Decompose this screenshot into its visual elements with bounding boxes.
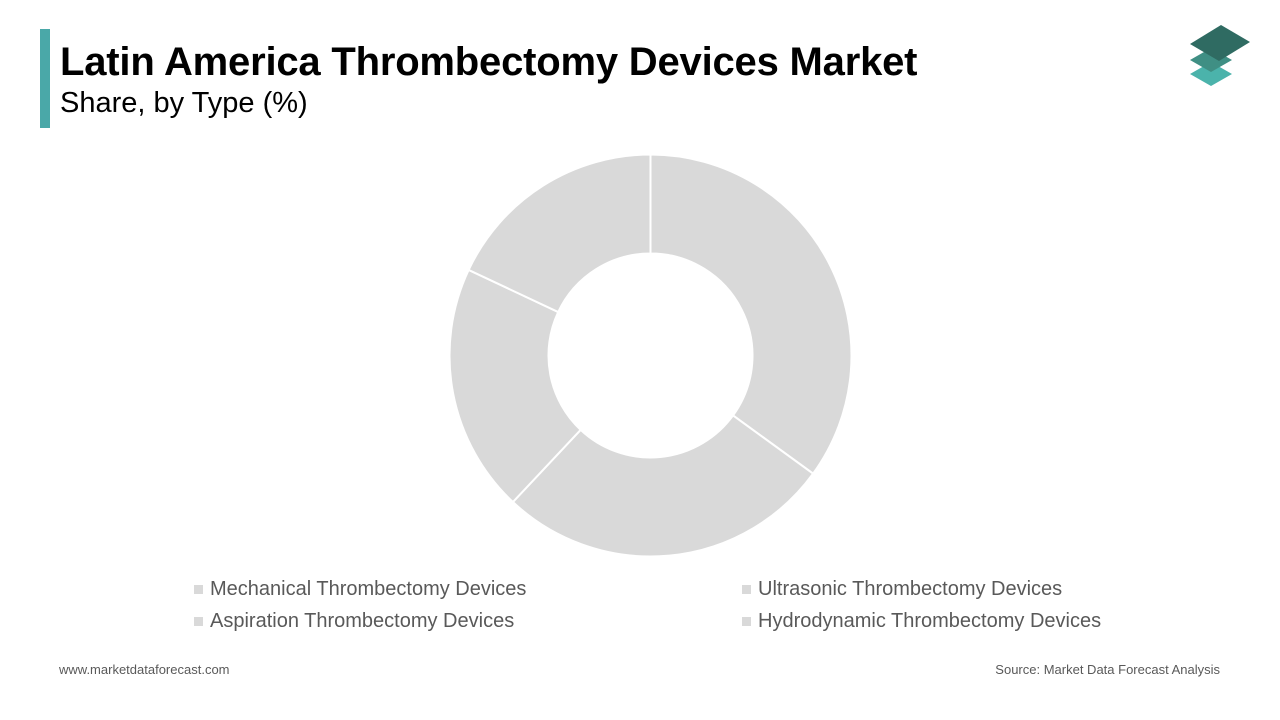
title-accent-bar: [40, 29, 50, 128]
website-url: www.marketdataforecast.com: [59, 662, 230, 677]
donut-slice-ultrasonic-thrombectomy-devices: [511, 414, 815, 558]
legend-label: Hydrodynamic Thrombectomy Devices: [758, 610, 1102, 632]
legend-item: Mechanical Thrombectomy Devices: [194, 578, 526, 601]
logo-layer-bottom: [1190, 62, 1232, 86]
legend-swatch: [194, 617, 203, 626]
stacked-layers-icon: [1190, 25, 1250, 86]
donut-slice-hydrodynamic-thrombectomy-devices: [467, 153, 652, 314]
legend-item: Aspiration Thrombectomy Devices: [194, 610, 514, 633]
legend-label: Mechanical Thrombectomy Devices: [210, 578, 527, 600]
legend-swatch: [742, 585, 751, 594]
legend-label: Ultrasonic Thrombectomy Devices: [758, 578, 1063, 600]
legend-label: Aspiration Thrombectomy Devices: [210, 610, 515, 632]
donut-slice-aspiration-thrombectomy-devices: [448, 268, 583, 504]
chart-subtitle: Share, by Type (%): [60, 87, 308, 119]
logo-layer-top: [1190, 25, 1250, 61]
legend-swatch: [194, 585, 203, 594]
legend-item: Ultrasonic Thrombectomy Devices: [742, 578, 1062, 601]
chart-title: Latin America Thrombectomy Devices Marke…: [60, 40, 918, 84]
donut-slice-mechanical-thrombectomy-devices: [649, 153, 853, 476]
source-note: Source: Market Data Forecast Analysis: [995, 662, 1220, 677]
legend-item: Hydrodynamic Thrombectomy Devices: [742, 610, 1101, 633]
legend-swatch: [742, 617, 751, 626]
donut-chart: [448, 153, 853, 558]
